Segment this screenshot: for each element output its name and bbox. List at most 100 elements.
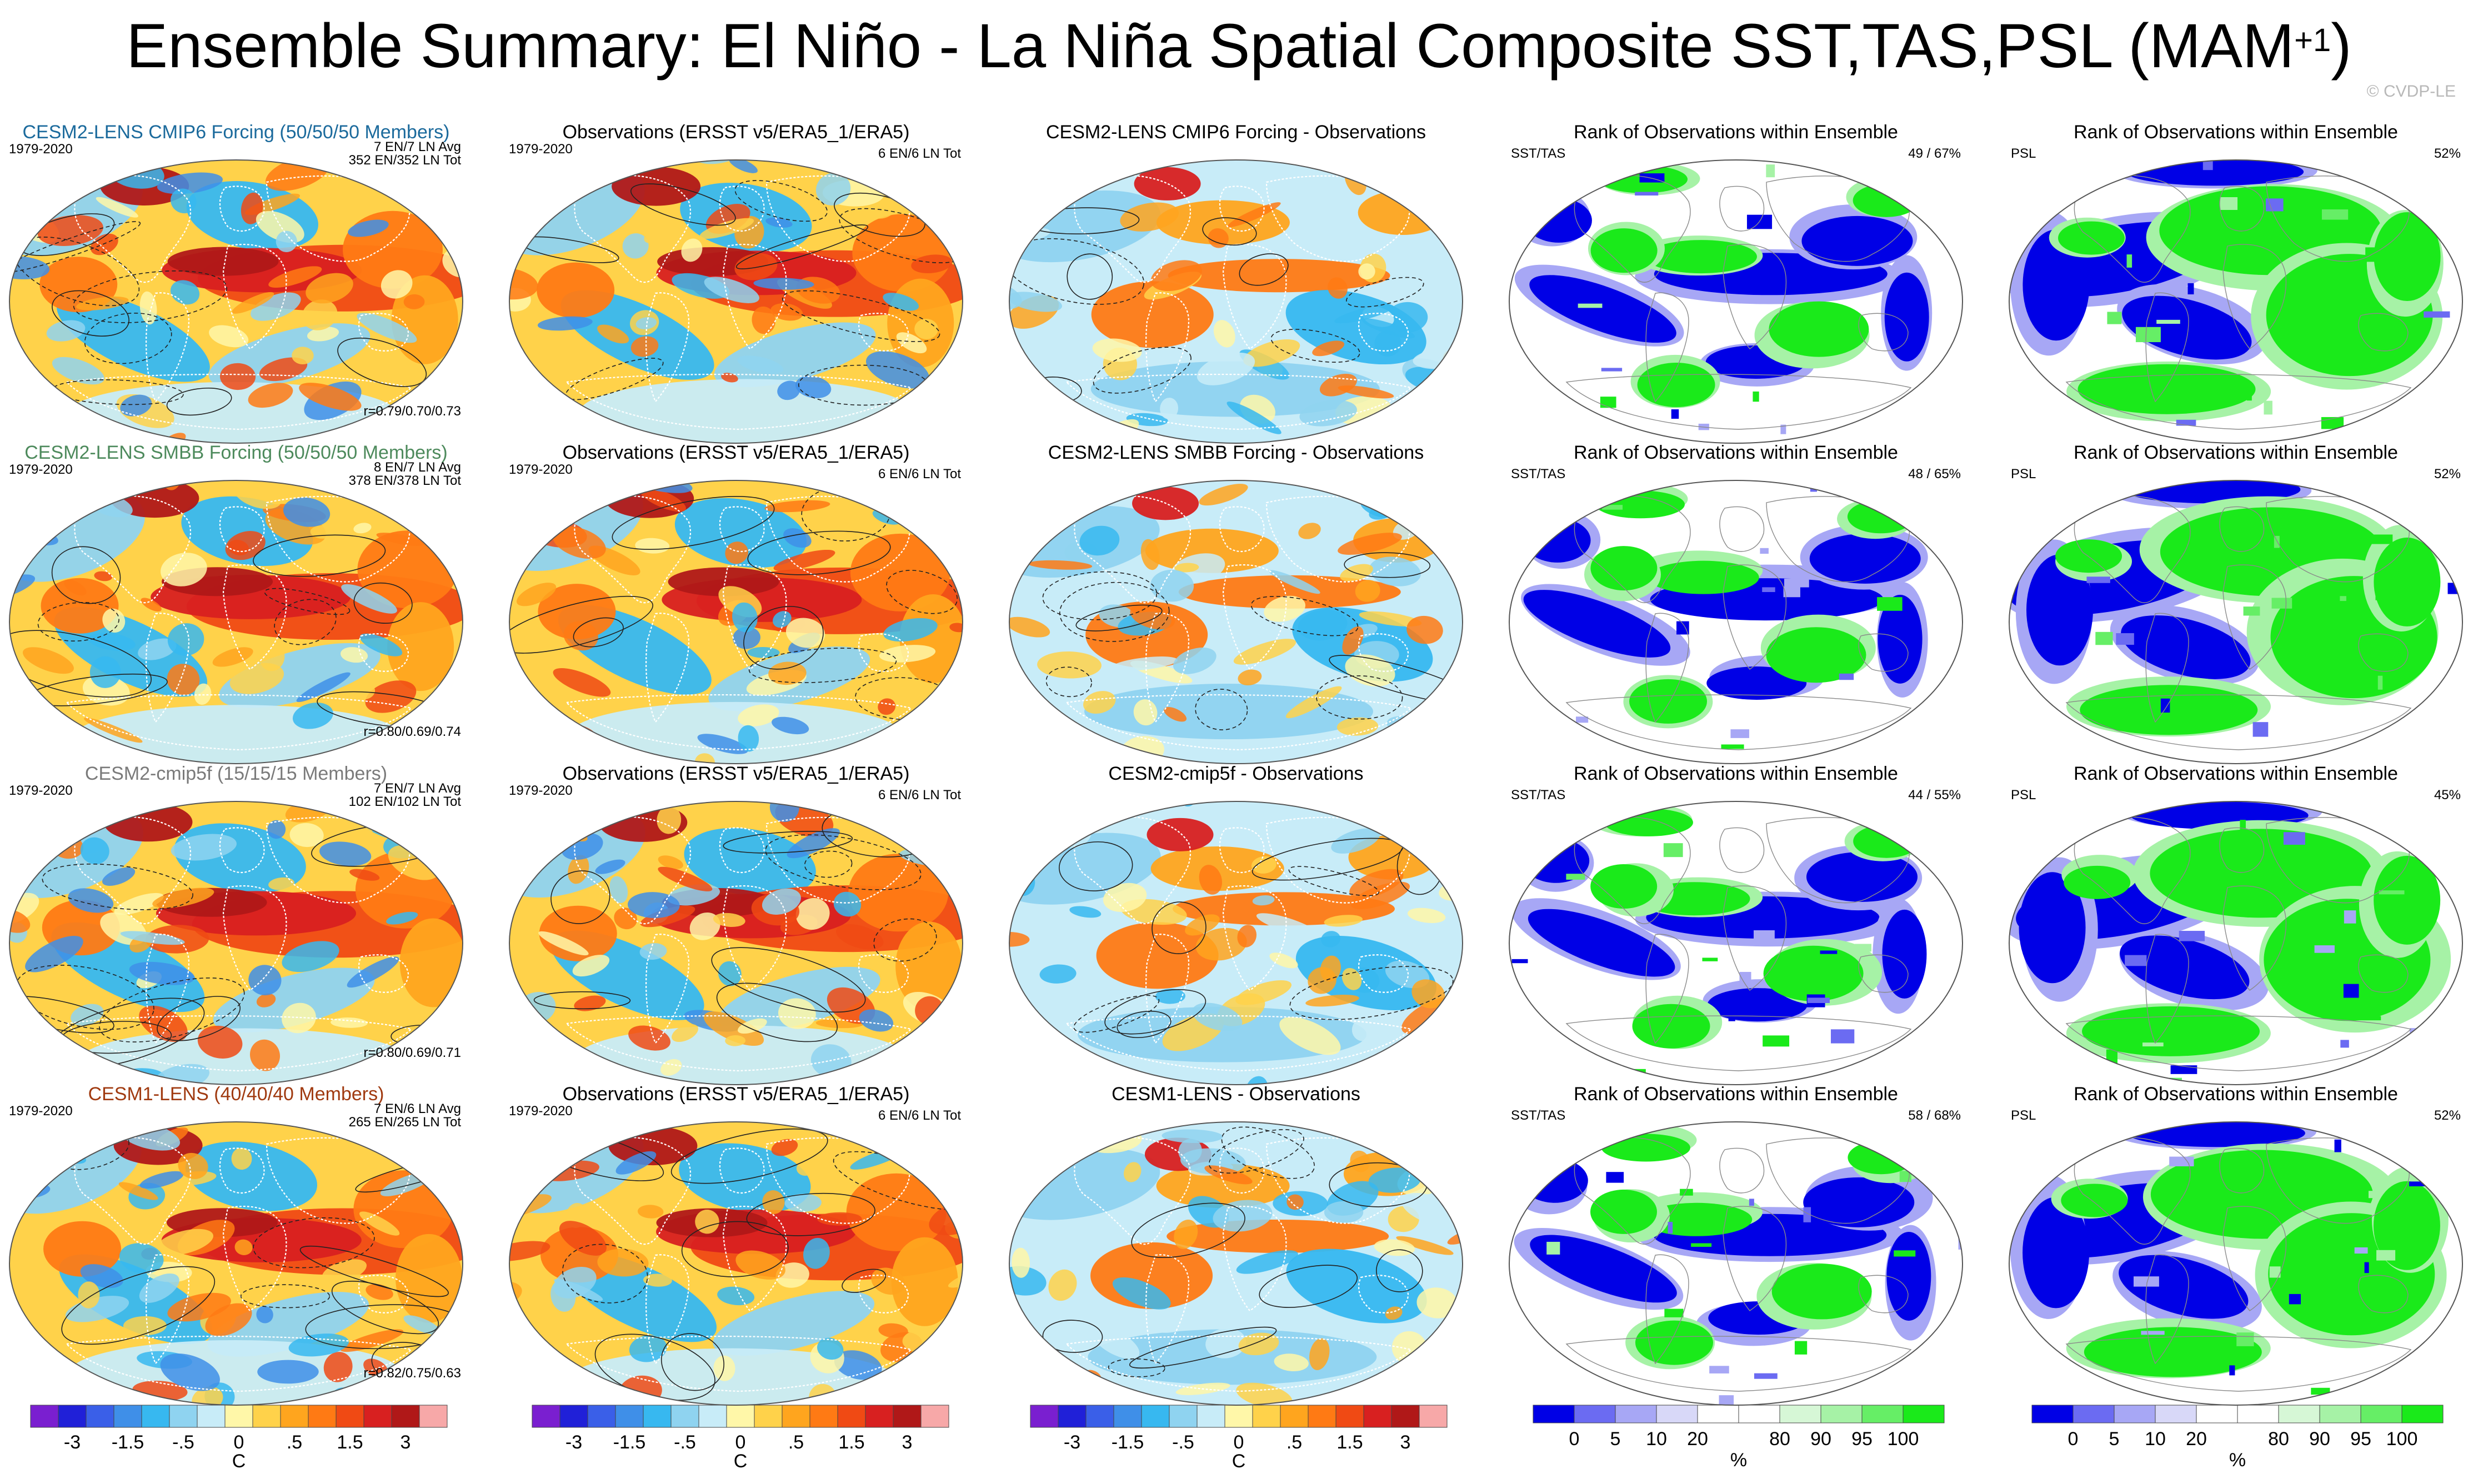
colorbar-tick-label: 80	[1769, 1428, 1790, 1450]
colorbar-swatch	[2278, 1405, 2320, 1423]
obs-count: 6 EN/6 LN Tot	[878, 467, 961, 482]
colorbar-unit: C	[1232, 1451, 1246, 1472]
colorbar-swatch	[893, 1405, 922, 1428]
colorbar-swatch	[587, 1405, 616, 1428]
rank-psl-percent: 52%	[2434, 467, 2461, 482]
model-correlation: r=0.79/0.70/0.73	[363, 404, 461, 419]
colorbar-unit: C	[734, 1451, 748, 1472]
model-period: 1979-2020	[9, 142, 73, 157]
colorbar-swatch	[1169, 1405, 1198, 1428]
panel-title-diff: CESM2-LENS SMBB Forcing - Observations	[1048, 442, 1424, 463]
colorbar-swatch	[169, 1405, 198, 1428]
colorbar-swatch	[2155, 1405, 2197, 1423]
colorbar-swatch	[1113, 1405, 1142, 1428]
diff-map-svg	[1008, 159, 1464, 444]
panel-title-diff: CESM1-LENS - Observations	[1112, 1084, 1360, 1105]
model-avg-count: 7 EN/7 LN Avg	[374, 781, 461, 796]
colorbar-swatch	[559, 1405, 588, 1428]
obs-map	[505, 149, 967, 449]
obs-map-svg	[508, 480, 964, 764]
colorbar-tick-label: 5	[1610, 1428, 1621, 1450]
panel-title-model: CESM2-LENS SMBB Forcing (50/50/50 Member…	[24, 442, 448, 463]
colorbar-swatch	[141, 1405, 170, 1428]
model-avg-count: 8 EN/7 LN Avg	[374, 460, 461, 475]
model-map	[6, 149, 467, 449]
rank-sst-percent: 48 / 65%	[1908, 467, 1961, 482]
rank-colorbar-1: 0 5 10 20 80 90 95 100%	[1533, 1405, 1955, 1472]
colorbar-unit: %	[2229, 1450, 2246, 1471]
panel-title-rank-psl: Rank of Observations within Ensemble	[2074, 1084, 2398, 1105]
diff-map-svg	[1008, 480, 1464, 764]
model-tot-count: 265 EN/265 LN Tot	[348, 1115, 461, 1130]
sst-colorbar-1: -3 -1.5 -.5 0 .5 1.5 3 C	[30, 1405, 464, 1472]
model-avg-count: 7 EN/7 LN Avg	[374, 139, 461, 154]
panel-title-rank-sst: Rank of Observations within Ensemble	[1574, 1084, 1898, 1105]
copyright-notice: © CVDP-LE	[2366, 82, 2456, 101]
diff-map	[1005, 790, 1466, 1090]
colorbar-tick-label: .5	[287, 1432, 302, 1453]
colorbar-swatch	[280, 1405, 309, 1428]
diff-map-svg	[1008, 801, 1464, 1085]
sst-colorbar-svg: -3 -1.5 -.5 0 .5 1.5 3 C	[532, 1405, 949, 1472]
colorbar-swatch	[30, 1405, 59, 1428]
colorbar-swatch	[2031, 1405, 2074, 1423]
rank-sst-map	[1505, 790, 1966, 1090]
colorbar-swatch	[1252, 1405, 1281, 1428]
panel-title-rank-psl: Rank of Observations within Ensemble	[2074, 442, 2398, 463]
rank-sst-label: SST/TAS	[1511, 467, 1566, 482]
obs-map	[505, 469, 967, 769]
obs-map-svg	[508, 801, 964, 1085]
model-tot-count: 378 EN/378 LN Tot	[348, 473, 461, 488]
diff-map-svg	[1008, 1121, 1464, 1406]
rank-sst-label: SST/TAS	[1511, 1108, 1566, 1123]
obs-count: 6 EN/6 LN Tot	[878, 788, 961, 803]
colorbar-swatch	[1141, 1405, 1170, 1428]
obs-map-svg	[508, 159, 964, 444]
sst-colorbar-svg: -3 -1.5 -.5 0 .5 1.5 3 C	[1030, 1405, 1448, 1472]
obs-map-svg	[508, 1121, 964, 1406]
panel-title-rank-sst: Rank of Observations within Ensemble	[1574, 442, 1898, 463]
rank-psl-map-svg	[2008, 159, 2464, 444]
colorbar-swatch	[1738, 1405, 1780, 1423]
colorbar-swatch	[2401, 1405, 2444, 1423]
main-title-superscript: +1	[2294, 22, 2331, 58]
model-period: 1979-2020	[9, 462, 73, 477]
colorbar-swatch	[1224, 1405, 1253, 1428]
colorbar-swatch	[865, 1405, 894, 1428]
rank-sst-percent: 58 / 68%	[1908, 1108, 1961, 1123]
rank-psl-label: PSL	[2011, 146, 2036, 161]
panel-title-obs: Observations (ERSST v5/ERA5_1/ERA5)	[562, 122, 910, 143]
colorbar-swatch	[391, 1405, 420, 1428]
model-map	[6, 1111, 467, 1411]
model-tot-count: 352 EN/352 LN Tot	[348, 153, 461, 168]
colorbar-swatch	[670, 1405, 699, 1428]
colorbar-swatch	[532, 1405, 560, 1428]
panel-title-obs: Observations (ERSST v5/ERA5_1/ERA5)	[562, 763, 910, 784]
rank-psl-percent: 52%	[2434, 1108, 2461, 1123]
obs-period: 1979-2020	[509, 1104, 573, 1119]
rank-psl-map	[2005, 149, 2466, 449]
colorbar-swatch	[419, 1405, 448, 1428]
colorbar-swatch	[1533, 1405, 1575, 1423]
rank-psl-percent: 45%	[2434, 788, 2461, 803]
colorbar-swatch	[1697, 1405, 1739, 1423]
main-title: Ensemble Summary: El Niño - La Niña Spat…	[0, 10, 2478, 82]
rank-psl-label: PSL	[2011, 1108, 2036, 1123]
colorbar-swatch	[252, 1405, 281, 1428]
colorbar-tick-label: 3	[902, 1432, 913, 1453]
colorbar-swatch	[1335, 1405, 1364, 1428]
colorbar-tick-label: -3	[565, 1432, 582, 1453]
colorbar-tick-label: -.5	[172, 1432, 194, 1453]
colorbar-swatch	[920, 1405, 949, 1428]
sst-colorbar-2: -3 -1.5 -.5 0 .5 1.5 3 C	[532, 1405, 965, 1472]
colorbar-swatch	[837, 1405, 866, 1428]
colorbar-swatch	[1574, 1405, 1616, 1423]
colorbar-tick-label: -1.5	[1112, 1432, 1144, 1453]
colorbar-swatch	[643, 1405, 672, 1428]
colorbar-swatch	[1030, 1405, 1059, 1428]
rank-psl-map-svg	[2008, 1121, 2464, 1406]
colorbar-tick-label: -1.5	[613, 1432, 646, 1453]
rank-sst-map	[1505, 149, 1966, 449]
colorbar-tick-label: 10	[2145, 1428, 2166, 1450]
colorbar-swatch	[615, 1405, 644, 1428]
